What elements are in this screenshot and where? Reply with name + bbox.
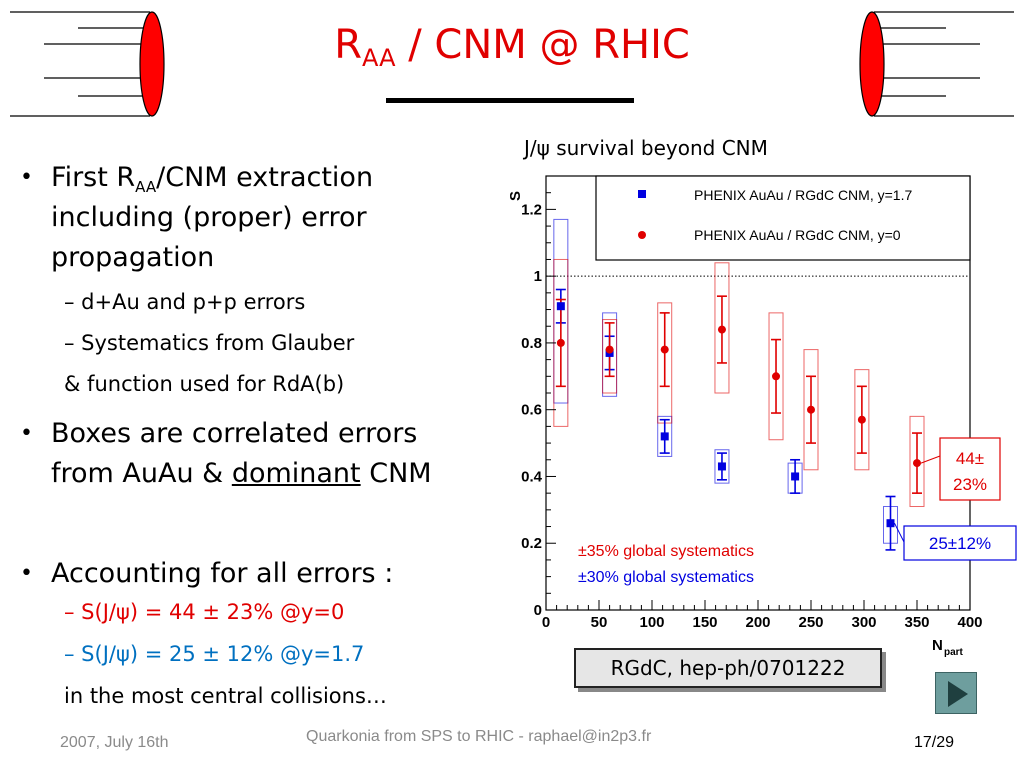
data-point-y0 bbox=[556, 338, 565, 347]
callout-line-blue bbox=[894, 522, 905, 543]
syst-box-y0 bbox=[803, 349, 819, 471]
syst-box-y0 bbox=[854, 369, 870, 471]
x-axis-label-sub: part bbox=[944, 647, 964, 658]
data-point-y17 bbox=[660, 432, 669, 441]
sub-bullet: – d+Au and p+p errors bbox=[64, 290, 306, 314]
slide-title: RAA / CNM @ RHIC bbox=[334, 22, 690, 72]
footer-date: 2007, July 16th bbox=[60, 734, 169, 751]
x-tick-label: 100 bbox=[639, 614, 664, 631]
syst-box-y0 bbox=[714, 262, 730, 394]
syst-box-y0 bbox=[768, 312, 784, 441]
legend-box bbox=[595, 175, 971, 261]
syst-box-y17 bbox=[714, 449, 730, 484]
right-ellipse-logo bbox=[859, 11, 1014, 117]
legend-label-y17: PHENIX AuAu / RGdC CNM, y=1.7 bbox=[694, 187, 912, 203]
legend-marker-y17 bbox=[638, 190, 646, 198]
y-tick-label: 1.2 bbox=[521, 201, 542, 218]
syst-box-y0 bbox=[909, 415, 925, 508]
data-point-y0 bbox=[717, 325, 726, 334]
callout-box-blue bbox=[903, 525, 1017, 561]
sub-bullet-result-y0: – S(J/ψ) = 44 ± 23% @y=0 bbox=[64, 600, 345, 624]
play-icon bbox=[948, 681, 968, 707]
x-tick-label: 150 bbox=[692, 614, 717, 631]
data-point-y0 bbox=[772, 372, 781, 381]
x-axis-label: N bbox=[932, 637, 943, 654]
footer-title: Quarkonia from SPS to RHIC - raphael@in2… bbox=[306, 728, 652, 745]
x-tick-label: 300 bbox=[851, 614, 876, 631]
data-point-y0 bbox=[605, 345, 614, 354]
callout-line-red bbox=[920, 455, 941, 464]
y-axis-label: S bbox=[507, 191, 524, 201]
y-tick-label: 0.2 bbox=[521, 535, 542, 552]
data-point-y17 bbox=[791, 472, 800, 481]
y-tick-label: 0.6 bbox=[521, 402, 542, 419]
x-tick-label: 50 bbox=[591, 614, 608, 631]
callout-text-red: 23% bbox=[953, 475, 987, 494]
callout-text-red: 44± bbox=[956, 449, 984, 468]
data-point-y17 bbox=[556, 302, 565, 311]
reference-box: RGdC, hep-ph/0701222 bbox=[574, 648, 882, 688]
y-tick-label: 0.4 bbox=[521, 468, 543, 485]
next-slide-button[interactable] bbox=[935, 672, 977, 714]
annotation-red-systematics: ±35% global systematics bbox=[578, 543, 754, 560]
y-tick-label: 0 bbox=[534, 602, 542, 619]
chart: 0 50 100 150 200 250 300 350 400 0 0.2 0.4 0.6 0.8 1 1.… bbox=[507, 175, 1017, 658]
data-point-y0 bbox=[913, 459, 921, 468]
y-tick-label: 1 bbox=[534, 268, 542, 285]
data-point-y0 bbox=[660, 345, 669, 354]
page-number: 17/29 bbox=[914, 734, 955, 751]
annotation-blue-systematics: ±30% global systematics bbox=[578, 569, 754, 586]
legend-marker-y0 bbox=[638, 231, 646, 239]
callout-box-red bbox=[939, 437, 1001, 501]
chart-title: J/ψ survival beyond CNM bbox=[524, 136, 768, 160]
x-tick-label: 0 bbox=[542, 614, 550, 631]
sub-bullet: in the most central collisions… bbox=[64, 684, 387, 708]
sub-bullet-result-y17: – S(J/ψ) = 25 ± 12% @y=1.7 bbox=[64, 642, 365, 666]
data-point-y0 bbox=[857, 415, 866, 424]
sub-bullet: & function used for RdA(b) bbox=[64, 372, 345, 396]
syst-box-y0 bbox=[602, 319, 618, 394]
syst-box-y17 bbox=[657, 415, 673, 457]
data-point-y0 bbox=[807, 405, 815, 414]
x-tick-label: 400 bbox=[957, 614, 982, 631]
data-point-y17 bbox=[886, 519, 895, 528]
x-tick-label: 200 bbox=[745, 614, 770, 631]
y-tick-label: 0.8 bbox=[521, 335, 542, 352]
title-underline bbox=[386, 98, 634, 103]
x-tick-label: 250 bbox=[798, 614, 823, 631]
left-ellipse-logo bbox=[10, 11, 165, 117]
x-tick-label: 350 bbox=[904, 614, 929, 631]
data-point-y17 bbox=[717, 462, 726, 471]
callout-text-blue: 25±12% bbox=[929, 534, 991, 553]
sub-bullet: – Systematics from Glauber bbox=[64, 331, 355, 355]
legend-label-y0: PHENIX AuAu / RGdC CNM, y=0 bbox=[694, 227, 901, 243]
